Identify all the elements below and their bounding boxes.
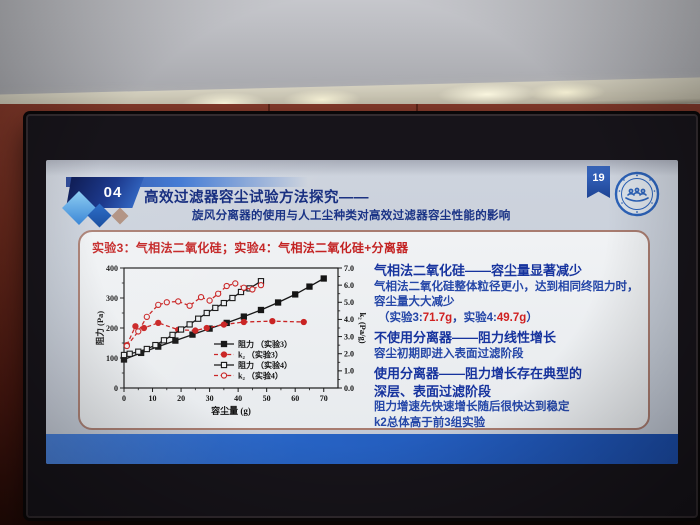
page-number-ribbon: 19 — [587, 166, 610, 198]
svg-text:400: 400 — [106, 264, 118, 273]
finding-body: 气相法二氧化硅整体粒径更小，达到相同终阻力时，容尘量大大减少 — [374, 280, 639, 309]
svg-text:100: 100 — [106, 354, 118, 363]
svg-text:10: 10 — [149, 394, 157, 403]
slide-subtitle: 旋风分离器的使用与人工尘种类对高效过滤器容尘性能的影响 — [192, 210, 511, 222]
svg-text:阻力 (Pa): 阻力 (Pa) — [95, 311, 105, 345]
svg-text:3.0: 3.0 — [344, 332, 354, 341]
university-logo-icon — [614, 171, 660, 217]
svg-text:2.0: 2.0 — [344, 350, 354, 359]
presentation-slide: 04 高效过滤器容尘试验方法探究—— 旋风分离器的使用与人工尘种类对高效过滤器容… — [46, 160, 678, 464]
svg-text:1.0: 1.0 — [344, 367, 354, 376]
svg-text:60: 60 — [291, 394, 299, 403]
svg-text:40: 40 — [234, 394, 242, 403]
svg-text:4.0: 4.0 — [344, 315, 354, 324]
svg-text:20: 20 — [177, 394, 185, 403]
svg-text:30: 30 — [206, 394, 214, 403]
svg-text:阻力 （实验4）: 阻力 （实验4） — [238, 360, 292, 370]
svg-text:k₂ (Pa/g): k₂ (Pa/g) — [358, 312, 366, 343]
content-card: 实验3：气相法二氧化硅；实验4：气相法二氧化硅+分离器 0 10 20 30 40 50 6… — [78, 230, 650, 430]
finding-body: 容尘初期即进入表面过滤阶段 — [374, 347, 524, 360]
svg-text:200: 200 — [106, 324, 118, 333]
finding-heading: 使用分离器——阻力增长存在典型的 深层、表面过滤阶段 — [374, 366, 583, 399]
finding-paren: （实验3:71.7g，实验4:49.7g） — [378, 311, 538, 324]
slide-top-shadow — [46, 160, 678, 176]
svg-text:50: 50 — [263, 394, 271, 403]
svg-text:阻力 （实验3）: 阻力 （实验3） — [238, 339, 292, 349]
diamond-decoration-tan — [111, 207, 129, 225]
slide-footer-band — [46, 434, 678, 464]
projection-screen: 04 高效过滤器容尘试验方法探究—— 旋风分离器的使用与人工尘种类对高效过滤器容… — [26, 114, 698, 518]
svg-text:k₂ （实验3）: k₂ （实验3） — [238, 350, 283, 360]
svg-text:k₂ （实验4）: k₂ （实验4） — [238, 371, 283, 381]
experiments-label: 实验3：气相法二氧化硅；实验4：气相法二氧化硅+分离器 — [92, 241, 409, 255]
svg-text:300: 300 — [106, 294, 118, 303]
svg-text:7.0: 7.0 — [344, 264, 354, 273]
svg-text:5.0: 5.0 — [344, 298, 354, 307]
dual-axis-line-chart: 0 10 20 30 40 50 60 70 0 100 200 300 400 0.0 1.0 2.0 3.0… — [94, 256, 368, 426]
svg-text:0: 0 — [122, 394, 126, 403]
finding-body: 阻力增速先快速增长随后很快达到稳定 — [374, 401, 570, 413]
svg-text:0.0: 0.0 — [344, 384, 354, 393]
finding-body: k2总体高于前3组实验 — [374, 416, 486, 429]
header-ribbon-bar — [66, 177, 318, 187]
slide-title: 高效过滤器容尘试验方法探究—— — [144, 190, 369, 206]
finding-heading: 不使用分离器——阻力线性增长 — [374, 330, 557, 345]
svg-text:容尘量 (g): 容尘量 (g) — [210, 405, 251, 416]
svg-text:0: 0 — [114, 384, 118, 393]
svg-text:6.0: 6.0 — [344, 281, 354, 290]
findings-list: 气相法二氧化硅——容尘量显著减少气相法二氧化硅整体粒径更小，达到相同终阻力时，容… — [374, 262, 640, 431]
finding-heading: 气相法二氧化硅——容尘量显著减少 — [374, 263, 583, 278]
svg-text:70: 70 — [320, 394, 328, 403]
